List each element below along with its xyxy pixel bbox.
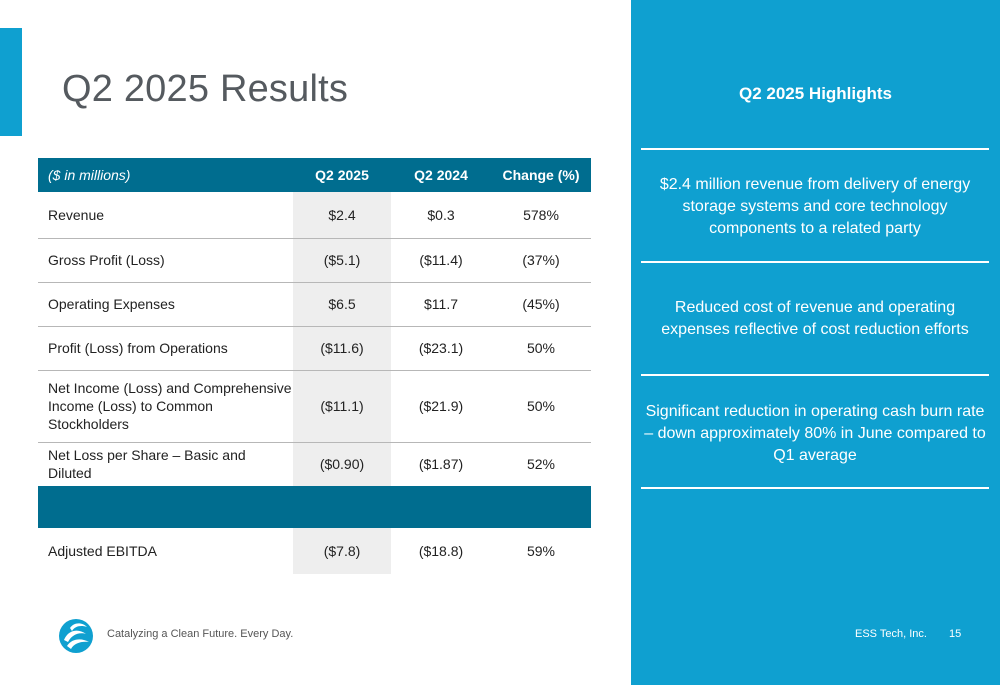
table-row-net-loss-per-share: Net Loss per Share – Basic and Diluted (… [38, 442, 591, 486]
page-title: Q2 2025 Results [62, 68, 349, 110]
table-row-gross-profit: Gross Profit (Loss) ($5.1) ($11.4) (37%) [38, 238, 591, 282]
row-label: Adjusted EBITDA [48, 543, 157, 559]
cell-q2-2025: $2.4 [293, 192, 391, 238]
header-change: Change (%) [502, 167, 580, 183]
cell-q2-2025: ($11.6) [293, 326, 391, 370]
table-header-row: ($ in millions) Q2 2025 Q2 2024 Change (… [38, 158, 591, 192]
page-number: 15 [949, 628, 962, 640]
table-row-operating-expenses: Operating Expenses $6.5 $11.7 (45%) [38, 282, 591, 326]
cell-q2-2025: ($7.8) [293, 528, 391, 574]
table-section-divider [38, 486, 591, 528]
cell-q2-2025: ($11.1) [293, 370, 391, 442]
footer-company-name: ESS Tech, Inc. [855, 628, 927, 640]
cell-change: 578% [523, 206, 559, 223]
title-accent-bar [0, 28, 22, 136]
footer-tagline: Catalyzing a Clean Future. Every Day. [107, 628, 294, 640]
cell-q2-2025: $6.5 [293, 282, 391, 326]
cell-change: 59% [526, 543, 556, 559]
cell-change: (45%) [522, 296, 560, 312]
header-units-label: ($ in millions) [48, 167, 131, 183]
highlight-item: Significant reduction in operating cash … [644, 403, 986, 464]
cell-q2-2025: ($0.90) [293, 442, 391, 486]
highlight-item: $2.4 million revenue from delivery of en… [659, 176, 971, 237]
cell-q2-2025: ($5.1) [293, 238, 391, 282]
cell-change: 50% [526, 398, 556, 414]
table-row-net-income: Net Income (Loss) and Comprehensive Inco… [38, 370, 591, 442]
highlights-divider [641, 374, 989, 376]
company-logo-icon [59, 619, 93, 653]
row-label: Net Income (Loss) and Comprehensive Inco… [48, 380, 292, 432]
cell-q2-2024: $0.3 [427, 206, 455, 223]
results-table: ($ in millions) Q2 2025 Q2 2024 Change (… [38, 158, 591, 574]
cell-change: 50% [526, 340, 556, 356]
header-q2-2025: Q2 2025 [315, 167, 369, 183]
table-row-profit-from-operations: Profit (Loss) from Operations ($11.6) ($… [38, 326, 591, 370]
cell-q2-2024: ($23.1) [418, 340, 464, 356]
highlight-item: Reduced cost of revenue and operating ex… [661, 299, 969, 338]
highlights-divider [641, 487, 989, 489]
table-row-adjusted-ebitda: Adjusted EBITDA ($7.8) ($18.8) 59% [38, 528, 591, 574]
highlights-title: Q2 2025 Highlights [738, 84, 893, 103]
highlights-divider [641, 148, 989, 150]
highlights-panel: Q2 2025 Highlights $2.4 million revenue … [631, 0, 1000, 685]
cell-change: (37%) [522, 252, 560, 268]
row-label: Profit (Loss) from Operations [48, 340, 228, 356]
row-label: Net Loss per Share – Basic and Diluted [48, 447, 246, 482]
table-row-revenue: Revenue $2.4 $0.3 578% [38, 192, 591, 238]
highlights-divider [641, 261, 989, 263]
cell-change: 52% [526, 456, 556, 473]
cell-q2-2024: ($11.4) [419, 252, 463, 268]
cell-q2-2024: ($1.87) [418, 456, 464, 473]
cell-q2-2024: ($21.9) [418, 398, 464, 414]
cell-q2-2024: ($18.8) [418, 543, 464, 559]
section-divider-cell [38, 486, 591, 528]
cell-q2-2024: $11.7 [424, 296, 458, 312]
row-label: Operating Expenses [48, 296, 175, 312]
row-label: Revenue [48, 206, 105, 223]
header-q2-2024: Q2 2024 [414, 167, 468, 183]
row-label: Gross Profit (Loss) [48, 252, 165, 268]
